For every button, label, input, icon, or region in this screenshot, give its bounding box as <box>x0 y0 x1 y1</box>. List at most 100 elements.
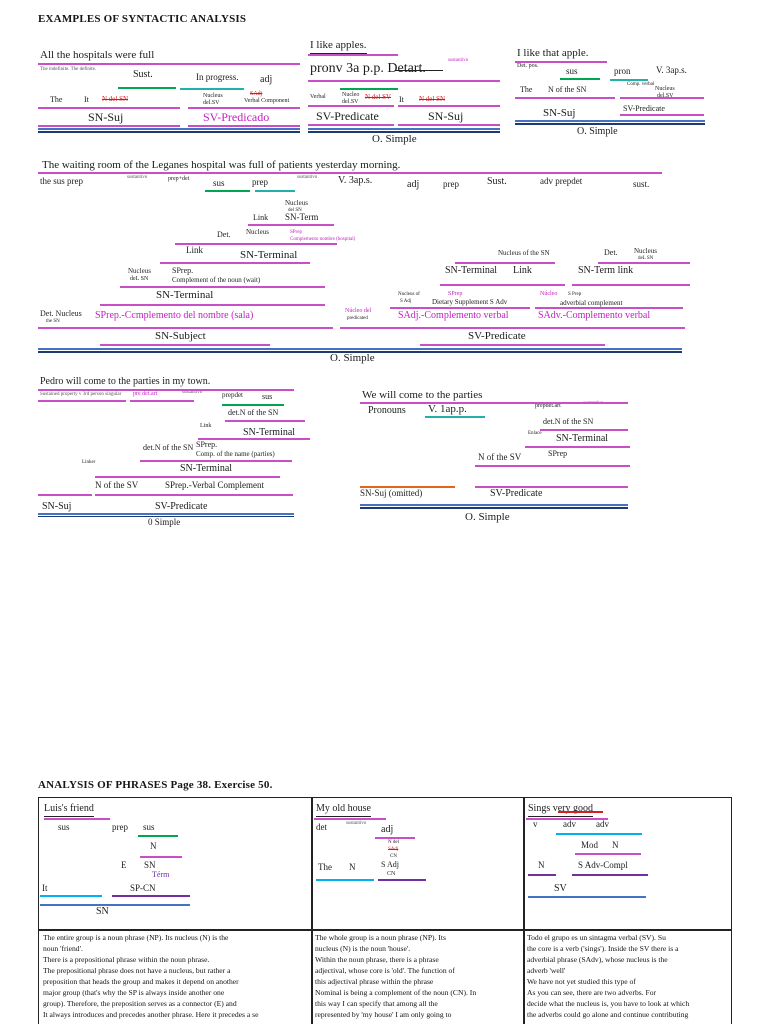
diagram-label: SAdv.-Complemento verbal <box>538 310 651 321</box>
diagram-label: det <box>316 822 327 832</box>
sentence: Sings very good <box>528 804 593 817</box>
diagram-label: SN-Terminal <box>156 289 214 301</box>
diagram-label: N del SN <box>102 95 129 103</box>
diagram-label: adv <box>596 819 609 829</box>
diagram-label: Det. <box>604 248 618 257</box>
diagram-label: SAdj.-Complemento verbal <box>398 310 509 321</box>
pink-underline <box>308 124 394 126</box>
diagram-label: Comp. of the name (parties) <box>196 450 275 458</box>
diagram-label: SAdj <box>250 91 263 97</box>
diagram-label: the SN <box>46 319 60 324</box>
diagram-label: Sustained property v 3rd person singular <box>40 392 122 397</box>
analysis-text-sings-very-good: Todo el grupo es un sintagma verbal (SV)… <box>527 933 690 1019</box>
darkblue-underline <box>38 131 300 133</box>
purple-underline <box>528 874 556 876</box>
pink-underline <box>160 262 310 264</box>
blue-underline <box>360 504 628 506</box>
diagram-label: pron <box>614 66 631 76</box>
analysis-text-luiss-friend: The entire group is a noun phrase (NP). … <box>43 933 259 1019</box>
pink-underline <box>175 243 337 245</box>
diagram-label: v <box>533 819 538 829</box>
diagram-label: deL SN <box>130 276 149 282</box>
diagram-label: Complemento nombre (hospital) <box>290 237 356 242</box>
pink-underline <box>38 327 333 329</box>
diagram-label: SN-Suj (omitted) <box>360 488 423 498</box>
diagram-label: S Adj <box>381 860 400 869</box>
pink-underline <box>38 107 180 109</box>
diagram-label: N del SV <box>365 93 392 101</box>
diagram-label: Sust. <box>133 69 153 80</box>
pink-underline <box>100 304 325 306</box>
pink-underline <box>440 284 565 286</box>
diagram-label: Sust. <box>487 176 507 187</box>
diagram-label: SPrep <box>548 449 568 458</box>
pink-underline <box>140 460 292 462</box>
purple-underline <box>112 895 190 897</box>
diagram-label: SV-Predicate <box>316 109 379 123</box>
diagram-label: O. Simple <box>465 511 510 523</box>
diagram-label: det.N of the SN <box>228 408 279 417</box>
diagram-label: sus <box>58 822 70 832</box>
diagram-label: Pronouns <box>368 405 406 416</box>
diagram-label: prepdet.art <box>535 403 561 409</box>
pink-underline <box>475 486 628 488</box>
green-underline <box>560 78 600 80</box>
darkblue-underline <box>360 507 628 509</box>
diagram-label: sustantivo <box>346 821 367 826</box>
diagram-label: V. 3ap.s. <box>338 175 373 186</box>
blue-underline <box>308 128 500 130</box>
teal-underline <box>425 416 485 418</box>
page-title: EXAMPLES OF SYNTACTIC ANALYSIS <box>38 13 247 25</box>
diagram-label: prepdet <box>222 391 243 399</box>
pink-underline <box>420 344 605 346</box>
diagram-label: SN <box>144 860 156 870</box>
diagram-label: pre det.art <box>133 391 158 397</box>
diagram-label: SN-Suj <box>428 109 464 123</box>
diagram-label: SN-Terminal <box>445 265 498 276</box>
pink-underline <box>475 465 630 467</box>
diagram-label: adj <box>407 179 420 190</box>
diagram-label: O. Simple <box>372 133 417 145</box>
diagram-label: Nucleus of the SN <box>498 249 550 257</box>
diagram-label: SPrep <box>448 291 463 297</box>
section-title: ANALYSIS OF PHRASES Page 38. Exercise 50… <box>38 779 273 791</box>
blue-underline <box>515 120 705 122</box>
pink-underline <box>38 400 126 402</box>
orange-underline <box>360 486 455 488</box>
pink-underline <box>308 54 398 56</box>
diagram-label: The <box>520 85 533 94</box>
diagram-label: del.SV <box>342 99 359 105</box>
green-underline <box>118 87 176 89</box>
diagram-label: N <box>349 862 356 872</box>
sentence: Luis's friend <box>44 804 94 817</box>
cyan-underline <box>40 895 102 897</box>
pink-underline <box>375 837 415 839</box>
diagram-label: N of the SV <box>478 452 522 462</box>
diagram-label: SN-Terminal <box>240 249 298 261</box>
pink-underline <box>38 63 300 65</box>
purple-underline <box>572 874 648 876</box>
table-border <box>523 798 525 1024</box>
diagram-label: sustantivo <box>182 390 203 395</box>
diagram-label: prep <box>112 822 128 832</box>
diagram-label: It <box>42 883 48 893</box>
diagram-label: prep <box>252 177 268 187</box>
diagram-label: SN-Term <box>285 212 319 222</box>
pink-underline <box>38 389 294 391</box>
diagram-label: SV-Predicate <box>490 488 543 499</box>
pink-underline <box>44 818 110 820</box>
diagram-label: CN <box>390 854 397 859</box>
diagram-label: Link <box>253 213 269 222</box>
pink-underline <box>140 856 182 858</box>
pink-underline <box>535 307 683 309</box>
diagram-label: O. Simple <box>330 352 375 364</box>
diagram-label: Nucleus <box>128 267 151 275</box>
diagram-label: CN <box>387 871 396 877</box>
teal-underline <box>255 190 295 192</box>
diagram-label: E <box>121 860 127 870</box>
diagram-label: SPrep <box>290 230 302 235</box>
diagram-label: sus <box>213 178 225 188</box>
diagram-label: prep+det <box>168 176 190 182</box>
diagram-label: N of the SN <box>548 85 587 94</box>
